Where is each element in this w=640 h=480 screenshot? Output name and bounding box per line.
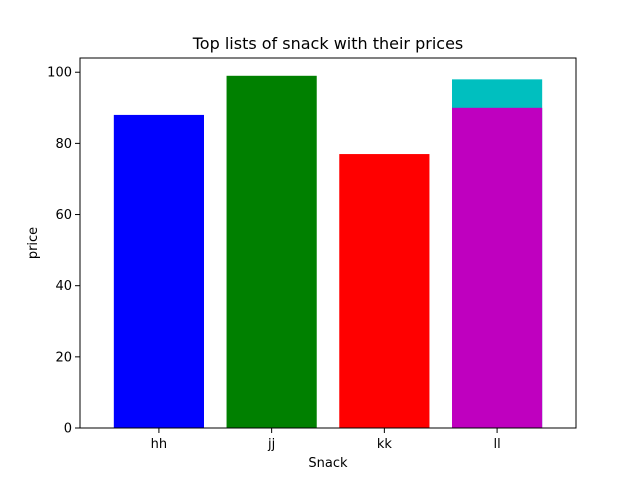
- bar-ll-4: [452, 107, 543, 428]
- y-axis-label: price: [26, 227, 41, 259]
- bar-hh-0: [113, 114, 204, 429]
- x-ticks: hh jj kk ll: [151, 428, 501, 452]
- bars-layer: [113, 75, 543, 429]
- plot-frame: [79, 57, 577, 429]
- x-tick-label: ll: [493, 437, 500, 452]
- y-tick-label: 0: [64, 422, 72, 437]
- x-tick-label: hh: [151, 437, 167, 452]
- bar-kk-2: [339, 154, 430, 428]
- y-tick-label: 40: [55, 279, 72, 294]
- x-tick-label: jj: [267, 437, 275, 452]
- y-tick-label: 20: [55, 350, 72, 365]
- x-tick-label: kk: [377, 437, 393, 452]
- y-tick-label: 80: [55, 137, 72, 152]
- y-tick-label: 60: [55, 208, 72, 223]
- chart-title: Top lists of snack with their prices: [192, 34, 464, 53]
- bar-jj-1: [226, 75, 317, 428]
- y-tick-label: 100: [47, 66, 72, 81]
- y-ticks: 0 20 40 60 80 100: [47, 66, 80, 437]
- x-axis-label: Snack: [308, 456, 348, 471]
- axes-layer: [79, 57, 577, 429]
